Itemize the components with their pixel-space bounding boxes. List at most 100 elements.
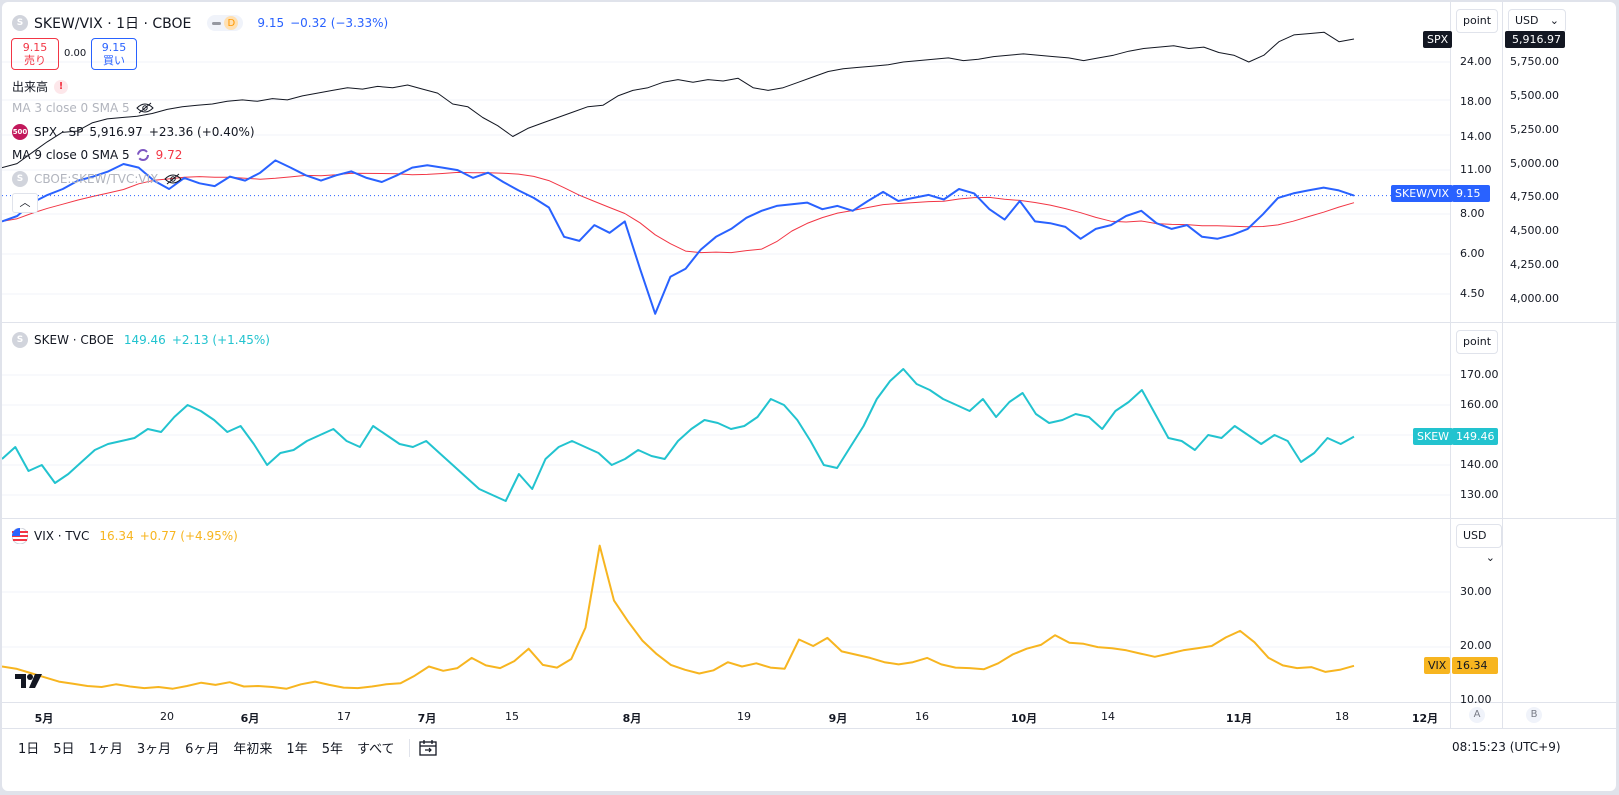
ma3-legend[interactable]: MA 3 close 0 SMA 5 (12, 101, 154, 115)
range-5y[interactable]: 5年 (321, 742, 343, 757)
ma3-label: MA 3 close 0 SMA 5 (12, 101, 130, 115)
buy-price: 9.15 (101, 41, 127, 54)
range-1m[interactable]: 1ヶ月 (88, 742, 123, 757)
hidden-eye-icon[interactable] (135, 102, 154, 114)
ratio-tick-label: 6.00 (1460, 247, 1485, 261)
calendar-goto-icon[interactable] (418, 739, 438, 757)
charts-canvas[interactable] (2, 2, 1452, 702)
vix-tag-label: VIX (1424, 657, 1451, 674)
range-3m[interactable]: 3ヶ月 (136, 742, 172, 757)
range-5d[interactable]: 5日 (53, 742, 75, 757)
time-tick-label: 18 (1335, 710, 1349, 723)
time-tick-label: 12月 (1411, 712, 1439, 725)
pane-separator-1[interactable] (2, 322, 1616, 323)
range-6m[interactable]: 6ヶ月 (185, 742, 220, 757)
p1-scale-mode-button[interactable]: point (1456, 9, 1499, 33)
ratio-label: CBOE:SKEW/TVC:VIX (34, 172, 159, 186)
vix-tick-label: 30.00 (1460, 585, 1492, 598)
time-tick-label: 11月 (1225, 712, 1253, 725)
spx-tick-label: 4,000.00 (1510, 292, 1559, 305)
auto-scale-button[interactable]: A (1469, 707, 1485, 723)
p1-currency-button[interactable]: USD ⌄ (1508, 9, 1566, 33)
range-ytd[interactable]: 年初来 (233, 742, 273, 757)
clock[interactable]: 08:15:23 (UTC+9) (1452, 740, 1561, 754)
time-tick-label: 16 (915, 710, 929, 723)
ratio-tick-label: 4.50 (1460, 287, 1485, 300)
time-tick-label: 6月 (240, 712, 260, 725)
price-scale-border-right (1502, 2, 1503, 728)
skew-tag-label: SKEW (1413, 428, 1454, 445)
spread-value: 0.00 (64, 48, 87, 59)
spx-tick-label: 5,500.00 (1510, 88, 1559, 102)
ratio-tick-label: 8.00 (1460, 207, 1485, 221)
spx-legend[interactable]: 500 SPX · SP 5,916.97 +23.36 (+0.40%) (12, 124, 255, 140)
vix-tick-label: 20.00 (1460, 639, 1492, 652)
ratio-tag-label: SKEW/VIX (1391, 185, 1454, 202)
skew-tick-label: 140.00 (1460, 458, 1499, 471)
skew-tick-label: 170.00 (1460, 368, 1499, 381)
collapse-legend-button[interactable]: ︿ (12, 193, 38, 213)
time-tick-label: 8月 (622, 712, 642, 725)
skew-line[interactable] (2, 368, 1355, 502)
interval-badge[interactable]: D (207, 15, 244, 31)
price-scale-border-left (1450, 2, 1451, 728)
skew-title: SKEW · CBOE (34, 333, 114, 347)
main-legend-row: S SKEW/VIX · 1日 · CBOE D 9.15 −0.32 (−3.… (12, 13, 388, 33)
spx-tick-label: 4,500.00 (1510, 224, 1559, 238)
ma9-legend[interactable]: MA 9 close 0 SMA 5 9.72 (12, 148, 182, 162)
spx-tag-value: 5,916.97 (1505, 31, 1565, 48)
toolbar-divider (408, 738, 410, 757)
ratio-tick-label: 18.00 (1460, 94, 1492, 108)
pane-separator-2[interactable] (2, 518, 1616, 519)
time-tick-label: 9月 (828, 712, 848, 725)
warning-icon[interactable]: ! (54, 79, 69, 94)
time-tick-label: 15 (505, 710, 519, 723)
symbol-icon: S (12, 15, 28, 31)
time-tick-label: 7月 (417, 712, 437, 725)
spx-tag-label: SPX (1423, 31, 1453, 48)
sell-label: 売り (24, 54, 46, 67)
vix-legend[interactable]: VIX · TVC 16.34 +0.77 (+4.95%) (12, 528, 238, 544)
p3-currency-button[interactable]: USD ⌄ (1456, 524, 1502, 564)
bottom-toolbar-border (2, 728, 1616, 729)
spx-tick-label: 5,000.00 (1510, 156, 1559, 170)
sell-button[interactable]: 9.15 売り (11, 38, 59, 70)
skew-icon: S (12, 332, 28, 348)
range-all[interactable]: すべて (356, 742, 395, 757)
header-change: −0.32 (−3.33%) (290, 16, 389, 30)
vix-price: 16.34 (99, 529, 134, 543)
skew-vix-line[interactable] (2, 159, 1355, 315)
symbol-title[interactable]: SKEW/VIX · 1日 · CBOE (34, 16, 192, 32)
ratio-legend[interactable]: S CBOE:SKEW/TVC:VIX (12, 171, 183, 187)
vix-change: +0.77 (+4.95%) (139, 529, 238, 543)
chevron-down-icon: ⌄ (1549, 14, 1559, 27)
spx-icon: 500 (12, 124, 28, 140)
refresh-icon[interactable] (136, 148, 150, 162)
volume-legend[interactable]: 出来高 ! (12, 78, 69, 95)
skew-change: +2.13 (+1.45%) (171, 333, 270, 347)
range-1d[interactable]: 1日 (18, 742, 40, 757)
buy-button[interactable]: 9.15 買い (91, 38, 137, 70)
vix-line[interactable] (2, 544, 1355, 690)
time-tick-label: 10月 (1010, 712, 1038, 725)
time-tick-label: 14 (1101, 710, 1115, 723)
minus-icon (212, 21, 222, 25)
spx-tick-label: 4,750.00 (1510, 190, 1559, 204)
tradingview-logo[interactable] (15, 672, 47, 690)
spx-change: +23.36 (+0.40%) (148, 125, 255, 139)
spx-line[interactable] (2, 31, 1355, 169)
log-scale-button[interactable]: B (1526, 707, 1542, 723)
p2-scale-mode-button[interactable]: point (1456, 330, 1499, 354)
chevron-down-icon: ⌄ (1485, 551, 1495, 564)
hidden-eye-icon[interactable] (164, 173, 183, 185)
ratio-tick-label: 11.00 (1460, 163, 1492, 177)
vix-tag-value: 16.34 (1452, 657, 1498, 674)
skew-legend[interactable]: S SKEW · CBOE 149.46 +2.13 (+1.45%) (12, 332, 270, 348)
sell-price: 9.15 (22, 41, 48, 54)
x-axis-border (2, 702, 1616, 703)
range-1y[interactable]: 1年 (286, 742, 308, 757)
header-price: 9.15 (257, 16, 285, 30)
time-tick-label: 19 (737, 710, 751, 723)
ma9-value: 9.72 (155, 148, 183, 162)
